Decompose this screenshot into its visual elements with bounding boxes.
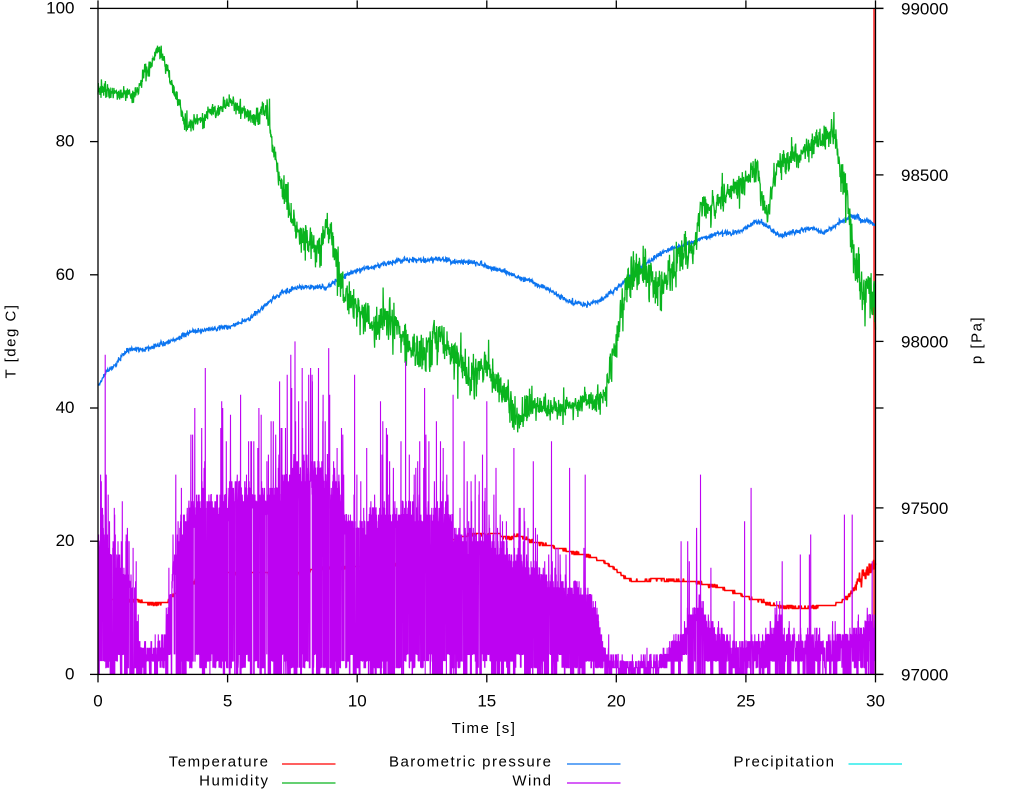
svg-text:60: 60 xyxy=(56,265,75,284)
svg-text:0: 0 xyxy=(93,692,102,711)
svg-text:99000: 99000 xyxy=(901,0,948,18)
svg-text:10: 10 xyxy=(348,692,367,711)
svg-text:100: 100 xyxy=(46,0,74,17)
svg-text:20: 20 xyxy=(607,692,626,711)
svg-text:97000: 97000 xyxy=(901,665,948,684)
svg-text:Humidity: Humidity xyxy=(199,773,269,790)
svg-text:5: 5 xyxy=(223,692,232,711)
svg-text:98500: 98500 xyxy=(901,166,948,185)
svg-text:Time [s]: Time [s] xyxy=(452,720,517,737)
svg-text:25: 25 xyxy=(736,692,755,711)
svg-text:20: 20 xyxy=(56,531,75,550)
svg-text:97500: 97500 xyxy=(901,499,948,518)
svg-text:Precipitation: Precipitation xyxy=(733,754,835,771)
svg-text:98000: 98000 xyxy=(901,332,948,351)
svg-text:15: 15 xyxy=(477,692,496,711)
svg-text:30: 30 xyxy=(866,692,885,711)
svg-text:80: 80 xyxy=(56,132,75,151)
svg-text:40: 40 xyxy=(56,398,75,417)
svg-text:Wind: Wind xyxy=(512,773,552,790)
svg-text:0: 0 xyxy=(65,664,74,683)
svg-text:T [deg C]: T [deg C] xyxy=(3,304,20,379)
svg-text:Barometric pressure: Barometric pressure xyxy=(389,754,553,771)
svg-text:Temperature: Temperature xyxy=(169,754,270,771)
svg-text:p [Pa]: p [Pa] xyxy=(969,316,986,364)
